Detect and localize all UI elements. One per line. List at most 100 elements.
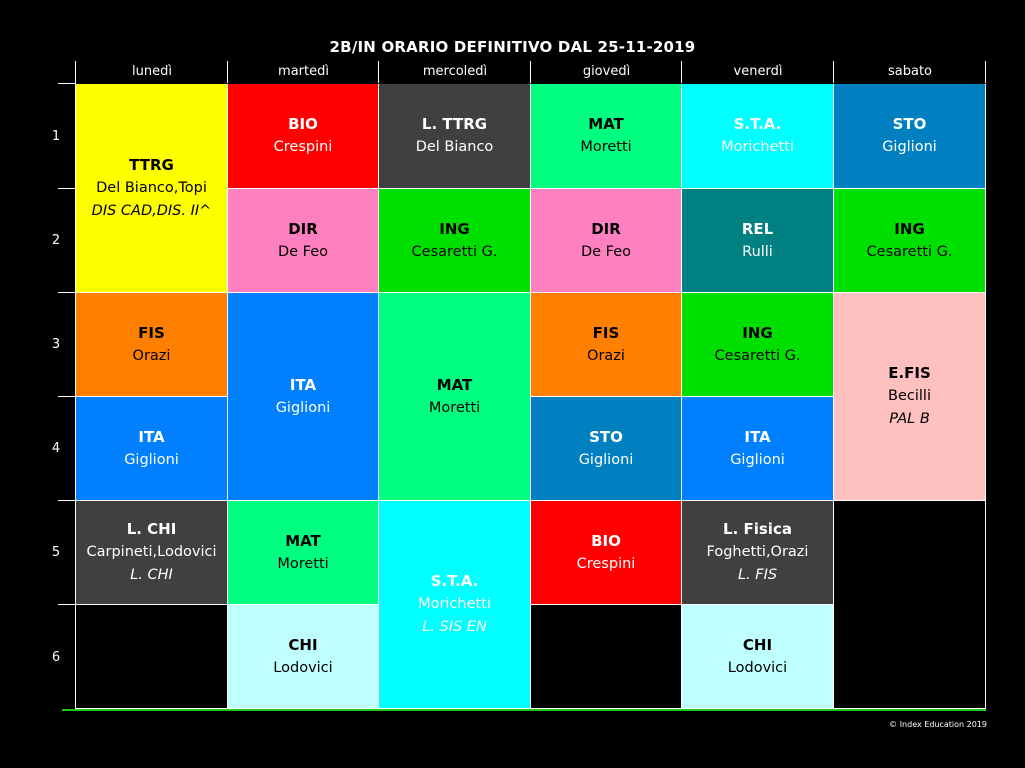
lesson-teacher: Crespini [576,555,636,572]
lesson-cell[interactable]: STO Giglioni [531,397,682,501]
period-label-6: 6 [51,650,61,665]
lesson-teacher: Moretti [277,555,329,572]
lesson-cell[interactable]: ITA Giglioni [682,397,834,501]
lesson-cell[interactable]: TTRG Del Bianco,Topi DIS CAD,DIS. II^ [76,84,228,293]
lesson-cell[interactable]: ING Cesaretti G. [834,189,986,293]
period-tick [58,292,76,293]
lesson-cell[interactable]: E.FIS Becilli PAL B [834,293,986,501]
lesson-cell[interactable]: DIR De Feo [531,189,682,293]
lesson-cell[interactable]: BIO Crespini [531,501,682,605]
lesson-teacher: Crespini [273,139,333,155]
lesson-teacher: Del Bianco,Topi [96,179,207,196]
lesson-subject: MAT [588,115,624,133]
lesson-subject: STO [589,427,623,446]
lesson-cell[interactable]: BIO Crespini [228,84,379,189]
lesson-cell[interactable]: ING Cesaretti G. [682,293,834,397]
grid-bottom-line [62,709,986,711]
lesson-subject: FIS [138,323,165,342]
lesson-teacher: Giglioni [578,451,634,468]
lesson-cell[interactable]: FIS Orazi [76,293,228,397]
period-tick [58,500,76,501]
lesson-cell[interactable]: MAT Moretti [379,293,531,501]
period-label-3: 3 [51,337,61,352]
lesson-cell[interactable]: L. Fisica Foghetti,Orazi L. FIS [682,501,834,605]
header-divider [985,61,986,83]
lesson-subject: BIO [288,115,318,133]
lesson-teacher: Cesaretti G. [866,243,953,260]
lesson-subject: DIR [591,219,621,238]
lesson-cell[interactable]: MAT Moretti [531,84,682,189]
lesson-teacher: Lodovici [273,659,333,676]
lesson-room: L. SIS EN [422,619,487,635]
lesson-cell[interactable]: ITA Giglioni [228,293,379,501]
lesson-teacher: Cesaretti G. [411,243,498,260]
header-divider [833,61,834,83]
lesson-teacher: Del Bianco [415,139,494,155]
lesson-teacher: De Feo [277,243,329,260]
lesson-subject: MAT [436,375,473,394]
lesson-cell[interactable]: FIS Orazi [531,293,682,397]
lesson-cell[interactable]: STO Giglioni [834,84,986,189]
lesson-teacher: Giglioni [275,399,331,416]
lesson-subject: REL [741,219,774,238]
copyright-notice: © Index Education 2019 [889,720,987,729]
day-header-monday: lunedì [132,64,172,79]
lesson-cell[interactable]: S.T.A. Morichetti L. SIS EN [379,501,531,709]
lesson-teacher: Giglioni [730,451,785,468]
lesson-teacher: Moretti [428,399,481,416]
empty-slot [76,605,228,709]
lesson-subject: STO [892,115,927,133]
lesson-subject: E.FIS [888,364,931,382]
lesson-cell[interactable]: ITA Giglioni [76,397,228,501]
lesson-cell[interactable]: CHI Lodovici [228,605,379,709]
header-divider [227,61,228,83]
period-tick [58,83,76,84]
lesson-cell[interactable]: S.T.A. Morichetti [682,84,834,189]
lesson-teacher: Rulli [742,243,773,260]
lesson-teacher: Becilli [888,388,931,404]
day-header-saturday: sabato [887,64,932,79]
lesson-room: L. CHI [130,567,173,583]
lesson-teacher: Carpineti,Lodovici [86,544,217,560]
lesson-subject: L. TTRG [421,115,488,133]
lesson-room: PAL B [889,411,930,427]
lesson-cell[interactable]: DIR De Feo [228,189,379,293]
empty-slot [531,605,682,709]
lesson-cell[interactable]: ING Cesaretti G. [379,189,531,293]
lesson-teacher: Morichetti [721,139,794,155]
period-label-1: 1 [51,129,61,144]
lesson-subject: ITA [744,427,771,446]
lesson-subject: ITA [289,375,317,394]
lesson-cell[interactable]: MAT Moretti [228,501,379,605]
lesson-cell[interactable]: CHI Lodovici [682,605,834,709]
lesson-cell[interactable]: REL Rulli [682,189,834,293]
lesson-teacher: Giglioni [124,451,179,468]
header-divider [681,61,682,83]
lesson-teacher: Orazi [587,347,625,364]
period-tick [58,396,76,397]
period-label-4: 4 [51,441,61,456]
lesson-teacher: Morichetti [418,596,491,612]
lesson-teacher: De Feo [580,243,632,260]
grid-left-border [75,61,76,709]
lesson-subject: CHI [288,635,318,654]
day-header-friday: venerdì [733,64,783,79]
lesson-subject: MAT [285,531,321,550]
period-label-2: 2 [51,233,61,248]
lesson-teacher: Foghetti,Orazi [706,544,809,560]
lesson-cell[interactable]: L. TTRG Del Bianco [379,84,531,189]
lesson-subject: S.T.A. [733,115,782,133]
lesson-room: L. FIS [737,567,778,583]
lesson-cell[interactable]: L. CHI Carpineti,Lodovici L. CHI [76,501,228,605]
lesson-subject: S.T.A. [430,572,479,590]
lesson-subject: ING [742,323,773,342]
empty-slot [834,501,986,709]
lesson-teacher: Moretti [580,139,632,155]
lesson-subject: ING [894,219,925,238]
period-tick [58,604,76,605]
lesson-subject: ITA [138,427,165,446]
lesson-teacher: Cesaretti G. [714,347,801,364]
lesson-subject: DIR [288,219,318,238]
day-header-tuesday: martedì [278,64,329,79]
